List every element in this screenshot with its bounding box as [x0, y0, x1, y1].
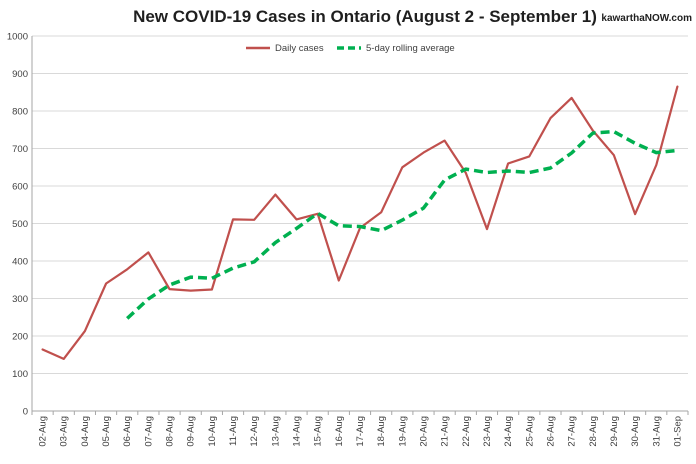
legend-daily-label: Daily cases [275, 43, 324, 54]
y-tick-label: 700 [12, 144, 28, 155]
x-tick-label: 14-Aug [292, 416, 303, 447]
x-tick-label: 06-Aug [122, 416, 133, 447]
x-tick-label: 16-Aug [334, 416, 345, 447]
x-tick-label: 19-Aug [397, 416, 408, 447]
y-tick-label: 1000 [7, 32, 28, 43]
x-tick-label: 13-Aug [270, 416, 281, 447]
x-tick-label: 29-Aug [609, 416, 620, 447]
x-tick-label: 07-Aug [143, 416, 154, 447]
y-tick-label: 300 [12, 294, 28, 305]
y-tick-label: 0 [23, 407, 28, 418]
y-tick-label: 200 [12, 332, 28, 343]
chart-title: New COVID-19 Cases in Ontario (August 2 … [133, 7, 597, 26]
y-tick-label: 800 [12, 107, 28, 118]
x-tick-label: 23-Aug [482, 416, 493, 447]
axes: 0 100 200 300 400 500 600 700 800 900 1000 02-Aug 03… [7, 32, 689, 447]
x-tick-label: 04-Aug [80, 416, 91, 447]
x-tick-label: 01-Sep [672, 416, 683, 447]
y-tick-label: 500 [12, 219, 28, 230]
x-tick-label: 05-Aug [101, 416, 112, 447]
x-tick-label: 08-Aug [165, 416, 176, 447]
x-tick-label: 11-Aug [228, 416, 239, 446]
x-tick-label: 03-Aug [59, 416, 70, 447]
y-tick-label: 400 [12, 257, 28, 268]
x-tick-label: 30-Aug [630, 416, 641, 447]
x-tick-label: 18-Aug [376, 416, 387, 447]
x-tick-label: 31-Aug [651, 416, 662, 447]
x-tick-label: 20-Aug [418, 416, 429, 447]
rolling-average-line [126, 129, 678, 320]
x-tick-label: 17-Aug [355, 416, 366, 447]
brand-watermark: kawarthaNOW.com [601, 13, 692, 24]
x-tick-label: 21-Aug [440, 416, 451, 447]
legend-rolling-label: 5-day rolling average [366, 43, 455, 54]
x-tick-label: 26-Aug [545, 416, 556, 447]
legend: Daily cases 5-day rolling average [246, 43, 455, 54]
x-tick-label: 25-Aug [524, 416, 535, 447]
series-group [41, 85, 679, 360]
x-tick-label: 24-Aug [503, 416, 514, 447]
y-tick-label: 100 [12, 369, 28, 380]
x-tick-label: 09-Aug [186, 416, 197, 447]
x-tick-label: 12-Aug [249, 416, 260, 447]
x-tick-label: 15-Aug [313, 416, 324, 447]
x-tick-label: 28-Aug [588, 416, 599, 447]
x-tick-label: 10-Aug [207, 416, 218, 447]
gridlines [32, 35, 688, 374]
x-tick-label: 22-Aug [461, 416, 472, 447]
y-tick-label: 900 [12, 69, 28, 80]
x-tick-label: 02-Aug [38, 416, 49, 447]
x-tick-label: 27-Aug [567, 416, 578, 447]
y-tick-label: 600 [12, 182, 28, 193]
